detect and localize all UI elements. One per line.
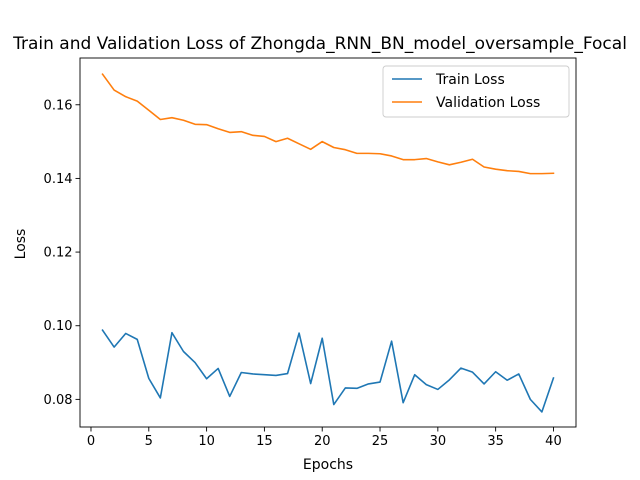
x-tick-label: 30 (430, 434, 447, 449)
y-axis: 0.08 0.10 0.12 0.14 0.16 (44, 98, 80, 408)
plot-frame (79, 57, 577, 428)
series-line-validation-loss (101, 73, 555, 175)
y-tick-label: 0.16 (44, 98, 73, 113)
x-axis-label: Epochs (303, 457, 353, 473)
legend-label-train-loss: Train Loss (435, 72, 505, 88)
legend: Train Loss Validation Loss (382, 65, 570, 118)
y-tick-label: 0.10 (44, 319, 73, 334)
series-layer (101, 73, 555, 413)
x-tick-label: 5 (145, 434, 153, 449)
legend-box (382, 65, 570, 118)
x-tick-label: 40 (545, 434, 562, 449)
x-tick-label: 25 (372, 434, 389, 449)
y-tick-label: 0.12 (44, 246, 73, 261)
legend-label-validation-loss: Validation Loss (436, 95, 540, 111)
series-line-train-loss (101, 329, 555, 413)
x-tick-label: 0 (87, 434, 95, 449)
x-tick-label: 15 (256, 434, 273, 449)
y-tick-label: 0.14 (44, 172, 73, 187)
x-tick-label: 20 (314, 434, 331, 449)
y-tick-label: 0.08 (44, 393, 73, 408)
y-axis-label: Loss (13, 229, 29, 260)
x-axis: 0 5 10 15 20 25 30 35 40 (87, 427, 562, 449)
chart-title: Train and Validation Loss of Zhongda_RNN… (12, 34, 627, 54)
x-tick-label: 10 (198, 434, 215, 449)
x-tick-label: 35 (487, 434, 504, 449)
